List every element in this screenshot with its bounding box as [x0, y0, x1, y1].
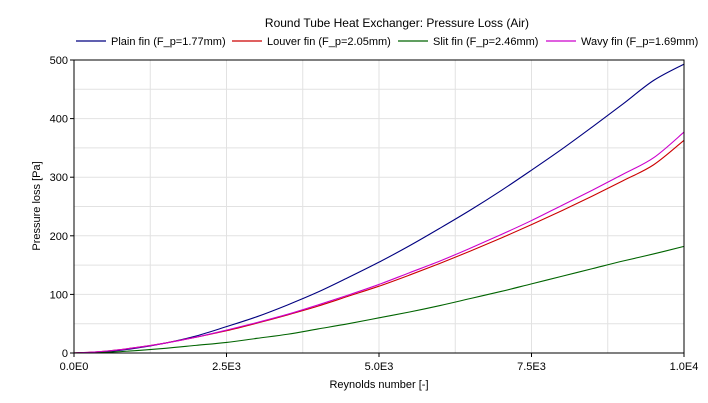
y-tick-label: 200	[50, 231, 68, 243]
legend-label-3: Slit fin (F_p=2.46mm)	[433, 36, 538, 48]
x-tick-label: 7.5E3	[517, 361, 546, 373]
y-tick-label: 400	[50, 114, 68, 126]
legend-label-1: Plain fin (F_p=1.77mm)	[111, 36, 226, 48]
y-tick-label: 300	[50, 172, 68, 184]
grid-lines	[74, 60, 684, 353]
y-axis-label: Pressure loss [Pa]	[31, 161, 43, 250]
x-tick-label: 2.5E3	[212, 361, 241, 373]
axis-ticks: 0.0E0 2.5E3 5.0E3 7.5E3 1.0E4 0 100 200 300 400 50…	[50, 55, 699, 373]
y-tick-label: 100	[50, 289, 68, 301]
x-axis-label: Reynolds number [-]	[329, 379, 428, 391]
x-tick-label: 0.0E0	[60, 361, 89, 373]
series-line-4	[73, 131, 685, 354]
legend-label-4: Wavy fin (F_p=1.69mm)	[581, 36, 698, 48]
legend: Plain fin (F_p=1.77mm) Louver fin (F_p=2.…	[76, 36, 698, 48]
legend-label-2: Louver fin (F_p=2.05mm)	[267, 36, 391, 48]
series-lines	[73, 63, 685, 354]
plot-area: 0.0E0 2.5E3 5.0E3 7.5E3 1.0E4 0 100 200 300 400 50…	[50, 55, 699, 373]
x-tick-label: 1.0E4	[670, 361, 699, 373]
series-line-3	[73, 245, 685, 354]
y-tick-label: 0	[62, 348, 68, 360]
y-tick-label: 500	[50, 55, 68, 67]
chart-title: Round Tube Heat Exchanger: Pressure Loss…	[265, 16, 529, 30]
x-tick-label: 5.0E3	[365, 361, 394, 373]
